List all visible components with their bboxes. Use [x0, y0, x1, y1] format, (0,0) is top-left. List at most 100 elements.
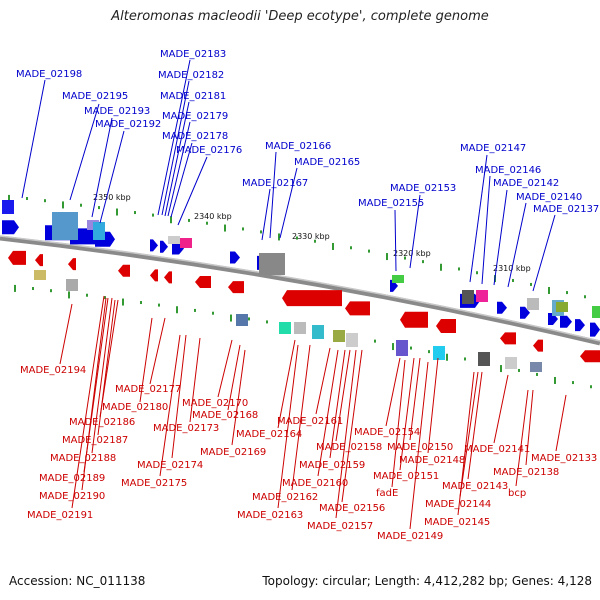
homology-block: [168, 236, 180, 244]
gene-label[interactable]: MADE_02158: [316, 442, 382, 453]
leader-line: [555, 394, 567, 452]
gene-label[interactable]: MADE_02143: [442, 481, 508, 492]
leader-line: [525, 389, 534, 466]
gene-label[interactable]: MADE_02154: [354, 427, 420, 438]
gene-label[interactable]: MADE_02148: [399, 455, 465, 466]
leader-line: [81, 297, 107, 491]
gene-label[interactable]: MADE_02186: [69, 417, 135, 428]
gene-label[interactable]: MADE_02183: [160, 49, 226, 60]
gene-label[interactable]: fadE: [376, 488, 398, 499]
gene-label[interactable]: MADE_02159: [299, 460, 365, 471]
gene-label[interactable]: MADE_02142: [493, 178, 559, 189]
scale-tick: [44, 199, 46, 203]
gene-label[interactable]: MADE_02169: [200, 447, 266, 458]
homology-block: [236, 314, 248, 326]
gene-label[interactable]: MADE_02162: [252, 492, 318, 503]
scale-tick: [386, 253, 388, 261]
scale-tick: [446, 353, 448, 361]
gene-label[interactable]: MADE_02149: [377, 531, 443, 542]
reverse-gene-arrow: [164, 271, 172, 284]
gene-label[interactable]: MADE_02190: [39, 491, 105, 502]
gene-label[interactable]: MADE_02145: [424, 517, 490, 528]
homology-block: [294, 322, 306, 334]
leader-line: [409, 361, 429, 530]
scale-tick: [464, 357, 466, 361]
gene-label[interactable]: MADE_02178: [162, 131, 228, 142]
gene-label[interactable]: MADE_02153: [390, 183, 456, 194]
gene-label[interactable]: bcp: [508, 488, 526, 499]
gene-label[interactable]: MADE_02140: [516, 192, 582, 203]
gene-label[interactable]: MADE_02192: [95, 119, 161, 130]
gene-label[interactable]: MADE_02189: [39, 473, 105, 484]
gene-label[interactable]: MADE_02195: [62, 91, 128, 102]
gene-label[interactable]: MADE_02164: [236, 429, 302, 440]
leader-line: [231, 349, 246, 446]
leader-line: [493, 374, 509, 444]
gene-label[interactable]: MADE_02182: [158, 70, 224, 81]
scale-tick: [230, 314, 232, 322]
gene-label[interactable]: MADE_02179: [162, 111, 228, 122]
gene-label[interactable]: MADE_02176: [176, 145, 242, 156]
leader-line: [161, 80, 190, 216]
gene-features: [2, 200, 600, 372]
scale-tick: [158, 303, 160, 307]
gene-label[interactable]: MADE_02155: [358, 198, 424, 209]
leader-line: [279, 167, 298, 239]
leader-line: [457, 371, 475, 516]
scale-tick: [332, 242, 334, 250]
gene-label[interactable]: MADE_02193: [84, 106, 150, 117]
kbp-label: 2330 kbp: [292, 232, 330, 241]
gene-label[interactable]: MADE_02187: [62, 435, 128, 446]
homology-block: [259, 253, 285, 275]
gene-label[interactable]: MADE_02167: [242, 178, 308, 189]
scale-tick: [104, 296, 106, 300]
gene-label[interactable]: MADE_02150: [387, 442, 453, 453]
gene-label[interactable]: MADE_02133: [531, 453, 597, 464]
gene-label[interactable]: MADE_02181: [160, 91, 226, 102]
homology-block: [279, 322, 291, 334]
gene-label[interactable]: MADE_02163: [237, 510, 303, 521]
gene-label[interactable]: MADE_02191: [27, 510, 93, 521]
gene-label[interactable]: MADE_02180: [102, 402, 168, 413]
scale-tick: [50, 289, 52, 293]
gene-label[interactable]: MADE_02146: [475, 165, 541, 176]
gene-label[interactable]: MADE_02194: [20, 365, 86, 376]
gene-label[interactable]: MADE_02177: [115, 384, 181, 395]
gene-label[interactable]: MADE_02175: [121, 478, 187, 489]
leader-line: [467, 371, 483, 480]
scale-tick: [32, 287, 34, 291]
homology-block: [346, 333, 358, 347]
scale-tick: [206, 221, 208, 225]
gene-label[interactable]: MADE_02141: [464, 444, 530, 455]
scale-tick: [278, 233, 280, 241]
gene-label[interactable]: MADE_02160: [282, 478, 348, 489]
leader-line: [91, 117, 113, 218]
gene-label[interactable]: MADE_02198: [16, 69, 82, 80]
gene-label[interactable]: MADE_02173: [153, 423, 219, 434]
reverse-gene-arrow: [500, 332, 516, 345]
scale-tick: [248, 317, 250, 321]
gene-label[interactable]: MADE_02157: [307, 521, 373, 532]
leader-line: [177, 156, 208, 226]
gene-label[interactable]: MADE_02188: [50, 453, 116, 464]
reverse-gene-arrow: [35, 254, 43, 267]
gene-label[interactable]: MADE_02166: [265, 141, 331, 152]
leader-line: [71, 295, 105, 509]
leader-line: [385, 357, 401, 427]
homology-block: [476, 290, 488, 302]
gene-label[interactable]: MADE_02147: [460, 143, 526, 154]
gene-label[interactable]: MADE_02168: [192, 410, 258, 421]
leader-line: [170, 142, 193, 218]
gene-label[interactable]: MADE_02161: [277, 416, 343, 427]
gene-label[interactable]: MADE_02151: [373, 471, 439, 482]
forward-gene-arrow: [575, 319, 585, 332]
gene-label[interactable]: MADE_02138: [493, 467, 559, 478]
gene-label[interactable]: MADE_02170: [182, 398, 248, 409]
gene-label[interactable]: MADE_02144: [425, 499, 491, 510]
gene-label[interactable]: MADE_02165: [294, 157, 360, 168]
gene-label[interactable]: MADE_02156: [319, 503, 385, 514]
gene-label[interactable]: MADE_02137: [533, 204, 599, 215]
gene-label[interactable]: MADE_02174: [137, 460, 203, 471]
leader-line: [317, 349, 339, 477]
scale-tick: [170, 216, 172, 224]
